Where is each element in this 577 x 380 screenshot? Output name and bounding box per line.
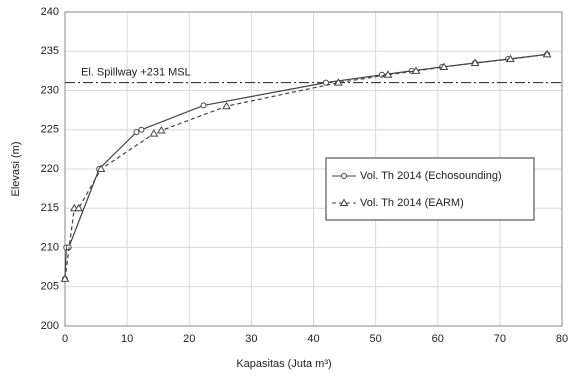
marker <box>411 66 421 74</box>
y-tick-label: 235 <box>41 45 59 57</box>
marker <box>133 129 140 136</box>
marker <box>333 78 343 86</box>
y-tick-label: 220 <box>41 163 59 175</box>
x-tick-label: 0 <box>62 333 68 345</box>
x-tick-label: 60 <box>432 333 444 345</box>
x-tick-label: 50 <box>370 333 382 345</box>
marker <box>149 129 159 137</box>
x-tick-label: 30 <box>245 333 257 345</box>
y-tick-label: 200 <box>41 320 59 332</box>
marker <box>156 126 166 134</box>
marker <box>439 62 449 70</box>
marker <box>322 79 329 86</box>
x-tick-label: 70 <box>494 333 506 345</box>
y-axis-label: Elevasi (m) <box>10 141 22 196</box>
marker <box>542 49 552 58</box>
y-tick-label: 205 <box>41 281 59 293</box>
x-tick-label: 40 <box>307 333 319 345</box>
y-tick-label: 225 <box>41 124 59 136</box>
x-axis-label: Kapasitas (Juta m³) <box>236 358 331 370</box>
x-tick-label: 80 <box>556 333 568 345</box>
marker <box>74 203 84 212</box>
marker <box>383 70 393 78</box>
marker <box>506 54 515 63</box>
marker <box>470 58 480 67</box>
y-tick-label: 230 <box>41 84 59 96</box>
legend-label: Vol. Th 2014 (Echosounding) <box>360 170 502 182</box>
legend-label: Vol. Th 2014 (EARM) <box>360 197 464 209</box>
series-line <box>64 53 548 279</box>
x-tick-label: 20 <box>183 333 195 345</box>
y-tick-label: 215 <box>41 202 59 214</box>
marker <box>222 101 231 110</box>
legend-marker <box>341 173 347 179</box>
y-tick-label: 240 <box>41 6 59 18</box>
marker <box>60 274 70 282</box>
marker <box>96 164 106 172</box>
marker <box>138 126 145 133</box>
plot-border <box>64 11 563 327</box>
spillway-label: El. Spillway +231 MSL <box>81 67 191 79</box>
legend <box>325 157 535 221</box>
x-tick-label: 10 <box>121 333 133 345</box>
marker <box>200 102 207 109</box>
y-tick-label: 210 <box>41 241 59 253</box>
marker <box>378 71 385 78</box>
legend-marker <box>339 198 349 206</box>
